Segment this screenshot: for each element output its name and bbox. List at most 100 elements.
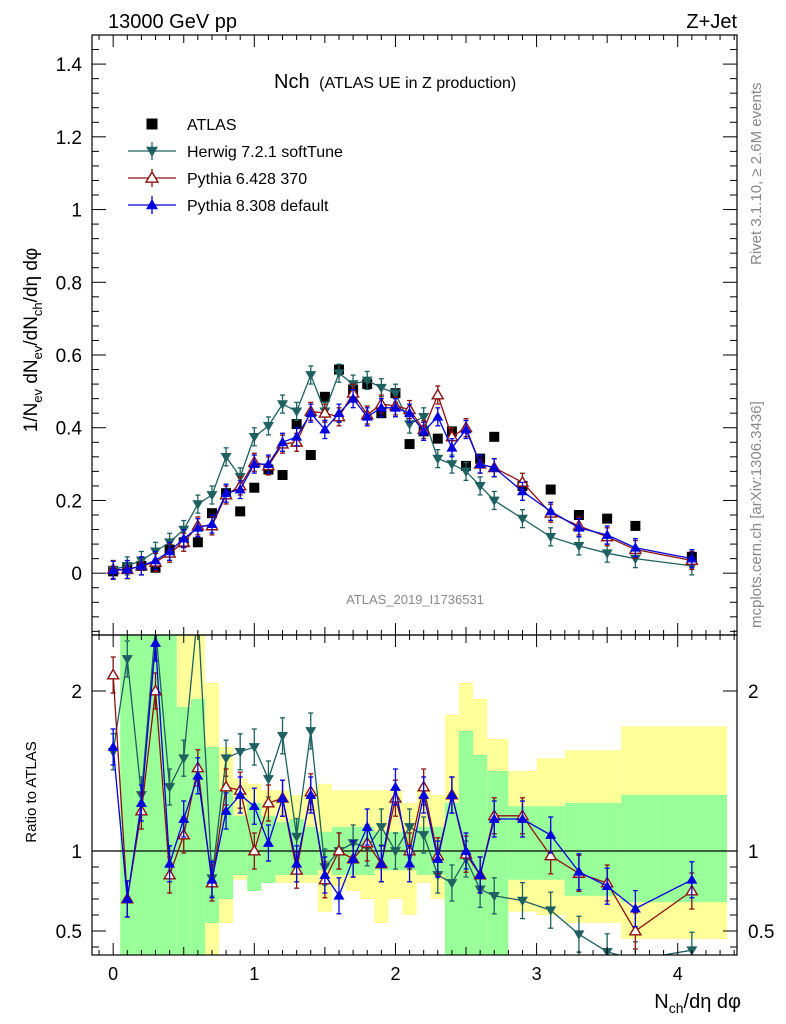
ratio-herwig-7-2-1-softtune-point: [262, 775, 274, 785]
svg-text:Nch (ATLAS UE in Z product: Nch (ATLAS UE in Z production): [274, 71, 516, 93]
ratio-panel-frame: [91, 634, 738, 956]
herwig-7-2-1-softtune-point: [545, 532, 557, 543]
ratio-pythia-8-308-default-point: [192, 770, 204, 780]
ratio-y-tick-label: 2: [71, 682, 82, 703]
ratio-herwig-7-2-1-softtune-point: [178, 754, 190, 764]
mcplots-label: mcplots.cern.ch [arXiv:1306.3436]: [748, 401, 765, 628]
x-tick-label: 0: [108, 964, 118, 984]
herwig-7-2-1-softtune-point: [516, 514, 528, 525]
herwig-7-2-1-softtune-point: [446, 460, 458, 470]
ratio-herwig-7-2-1-softtune-point: [121, 655, 133, 665]
stat-uncertainty-band: [219, 790, 234, 899]
x-tick-label: 3: [532, 964, 542, 984]
stat-uncertainty-band: [148, 635, 163, 955]
atlas-point: [277, 470, 288, 480]
herwig-7-2-1-softtune-point: [418, 412, 430, 423]
ratio-herwig-7-2-1-softtune-point: [418, 831, 430, 841]
ratio-pythia-8-308-default-point: [220, 805, 232, 815]
pythia-8-308-default-point: [248, 458, 260, 468]
ratio-herwig-7-2-1-softtune-point: [277, 731, 289, 742]
stat-uncertainty-band: [275, 822, 290, 875]
plot-title-main: Nch: [274, 71, 310, 93]
ratio-pythia-6-428-370-point: [628, 924, 643, 936]
pythia-8-308-default-point: [347, 393, 359, 403]
rivet-version-label: Rivet 3.1.10, ≥ 2.6M events: [748, 83, 765, 266]
pythia-8-308-default-point: [305, 407, 317, 418]
pythia-8-308-default-point: [474, 458, 486, 468]
ratio-pythia-8-308-default-point: [135, 797, 147, 807]
atlas-point: [630, 520, 641, 531]
legend-herwig-7-2-1-softtune-marker: [146, 146, 158, 157]
atlas-point: [192, 537, 203, 548]
ratio-pythia-8-308-default-point: [488, 813, 500, 823]
legend-atlas-marker: [146, 118, 158, 130]
main-y-tick-label: 0.8: [56, 273, 82, 294]
ratio-pythia-8-308-default-point: [347, 853, 359, 863]
pythia-8-308-default-point: [488, 462, 500, 472]
stat-uncertainty-band: [233, 815, 248, 875]
pythia-8-308-default-point: [234, 484, 246, 494]
ratio-pythia-8-308-default-point: [305, 789, 317, 799]
herwig-7-2-1-softtune-point: [488, 496, 500, 506]
ratio-y-tick-label: 0.5: [56, 922, 82, 943]
pythia-8-308-default-point: [192, 522, 204, 532]
ratio-pythia-8-308-default-point: [361, 821, 373, 831]
herwig-7-2-1-softtune-point: [404, 420, 416, 430]
pythia-8-308-default-point: [686, 553, 698, 563]
ratio-pythia-8-308-default-point: [474, 869, 486, 879]
ratio-pythia-6-428-370-point: [247, 844, 262, 856]
ratio-pythia-6-428-370-point: [543, 848, 558, 861]
ratio-pythia-8-308-default-point: [601, 880, 613, 891]
legend-pythia-8-308-default-label: Pythia 8.308 default: [187, 198, 329, 215]
herwig-7-2-1-softtune-point: [291, 407, 303, 417]
ratio-pythia-8-308-default-point: [446, 789, 458, 799]
pythia-8-308-default-point: [150, 554, 162, 565]
herwig-7-2-1-softtune-line: [113, 372, 692, 571]
atlas-point: [249, 482, 260, 493]
ratio-pythia-8-308-default-point: [178, 813, 190, 823]
ratio-pythia-8-308-default-point: [262, 837, 274, 847]
ratio-pythia-8-308-default-point: [248, 800, 260, 811]
legend-herwig-7-2-1-softtune-label: Herwig 7.2.1 softTune: [187, 144, 343, 161]
ratio-pythia-8-308-default-point: [432, 853, 444, 863]
pythia-8-308-default-line: [113, 397, 692, 571]
herwig-7-2-1-softtune-point: [432, 454, 444, 465]
ratio-y-axis-label: Ratio to ATLAS: [23, 741, 40, 842]
ratio-herwig-7-2-1-softtune-point: [291, 832, 303, 843]
ratio-herwig-7-2-1-softtune-point: [234, 747, 246, 758]
pythia-8-308-default-point: [333, 407, 345, 418]
main-y-tick-label: 0: [71, 564, 82, 585]
ratio-pythia-8-308-default-point: [107, 741, 119, 751]
ratio-y-tick-label-right: 2: [748, 682, 759, 703]
ratio-pythia-8-308-default-point: [375, 858, 387, 868]
herwig-7-2-1-softtune-point: [192, 500, 204, 510]
ratio-pythia-6-428-370-point: [219, 780, 233, 792]
stat-uncertainty-band: [473, 755, 488, 955]
x-tick-label: 2: [390, 964, 400, 984]
pythia-8-308-default-point: [545, 505, 557, 516]
ratio-herwig-7-2-1-softtune-point: [516, 896, 528, 907]
ratio-herwig-7-2-1-softtune-point: [248, 743, 260, 753]
main-y-axis-label: 1/Nev dNev/dNch/dη dφ: [21, 248, 45, 433]
pythia-8-308-default-point: [432, 411, 444, 421]
ratio-pythia-8-308-default-point: [206, 874, 218, 884]
ratio-pythia-8-308-default-point: [516, 813, 528, 823]
x-tick-label: 4: [673, 964, 683, 984]
atlas-point: [319, 391, 330, 402]
herwig-7-2-1-softtune-point: [629, 554, 641, 565]
ratio-pythia-8-308-default-point: [150, 637, 162, 647]
ratio-pythia-8-308-default-point: [404, 858, 416, 868]
main-y-tick-label: 0.4: [56, 419, 83, 440]
x-tick-label: 1: [249, 964, 259, 984]
ratio-y-tick-label-right: 1: [748, 842, 759, 863]
legend-pythia-6-428-370-label: Pythia 6.428 370: [187, 171, 307, 188]
herwig-7-2-1-softtune-point: [573, 542, 585, 552]
main-y-tick-label: 0.6: [56, 346, 82, 367]
pythia-8-308-default-point: [573, 522, 585, 532]
atlas-point: [573, 510, 584, 520]
herwig-7-2-1-softtune-point: [220, 452, 232, 463]
ratio-herwig-7-2-1-softtune-point: [573, 930, 585, 940]
ratio-herwig-7-2-1-softtune-line: [112, 635, 692, 955]
ratio-pythia-8-308-default-point: [629, 903, 641, 913]
